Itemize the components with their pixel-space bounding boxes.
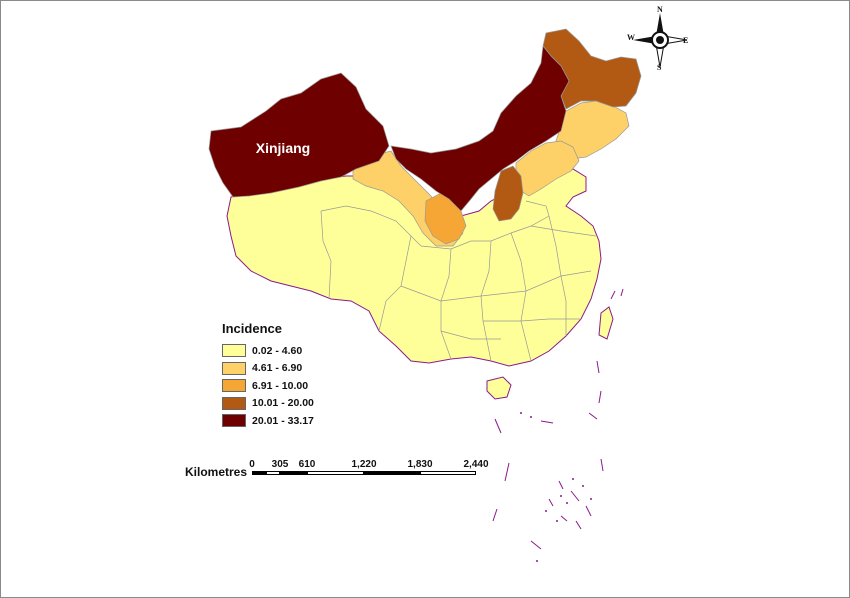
coastal-islands (492, 288, 624, 550)
map-legend: Incidence 0.02 - 4.60 4.61 - 6.90 6.91 -… (222, 321, 372, 430)
legend-swatch (222, 396, 246, 410)
east-label: E (683, 36, 689, 45)
scale-segment (307, 471, 364, 475)
legend-title: Incidence (222, 321, 282, 336)
scale-tick-label: 0 (249, 459, 255, 470)
province-boundaries (320, 200, 597, 362)
scale-tick-label: 1,220 (351, 459, 377, 470)
legend-label: 20.01 - 33.17 (252, 414, 314, 427)
scale-segment (266, 471, 280, 475)
region-class4-shanxi (492, 165, 524, 222)
legend-swatch (222, 361, 246, 375)
scale-title: Kilometres (185, 465, 248, 479)
legend-item: 4.61 - 6.90 (222, 360, 372, 378)
scale-bar: Kilometres 0 305 610 1,220 1,830 2,440 (185, 459, 489, 481)
south-label: S (657, 63, 662, 72)
legend-item: 10.01 - 20.00 (222, 395, 372, 413)
scale-tick-label: 610 (298, 459, 316, 470)
scale-tick-label: 2,440 (463, 459, 489, 470)
taiwan-island (598, 306, 614, 340)
scale-segment (420, 471, 476, 475)
scale-segment (252, 471, 266, 475)
legend-item: 0.02 - 4.60 (222, 342, 372, 360)
legend-label: 0.02 - 4.60 (252, 344, 303, 357)
scale-tick-label: 1,830 (407, 459, 433, 470)
legend-label: 4.61 - 6.90 (252, 362, 303, 375)
legend-item: 20.01 - 33.17 (222, 412, 372, 430)
compass-rose-icon (633, 13, 688, 68)
west-label: W (627, 33, 635, 42)
legend-swatch (222, 344, 246, 358)
legend-item: 6.91 - 10.00 (222, 377, 372, 395)
scale-segment (364, 471, 420, 475)
region-inner-mongolia (390, 45, 570, 212)
legend-label: 6.91 - 10.00 (252, 379, 309, 392)
region-xinjiang (208, 72, 390, 198)
legend-swatch (222, 379, 246, 393)
coastal-dots (520, 412, 592, 562)
legend-swatch (222, 414, 246, 428)
legend-label: 10.01 - 20.00 (252, 397, 314, 410)
north-arrow: N S E W (627, 5, 691, 72)
scale-tick-label: 305 (271, 459, 289, 470)
hainan-island (486, 376, 512, 400)
region-label-xinjiang: Xinjiang (256, 140, 310, 156)
scale-segment (280, 471, 307, 475)
north-label: N (657, 5, 663, 14)
